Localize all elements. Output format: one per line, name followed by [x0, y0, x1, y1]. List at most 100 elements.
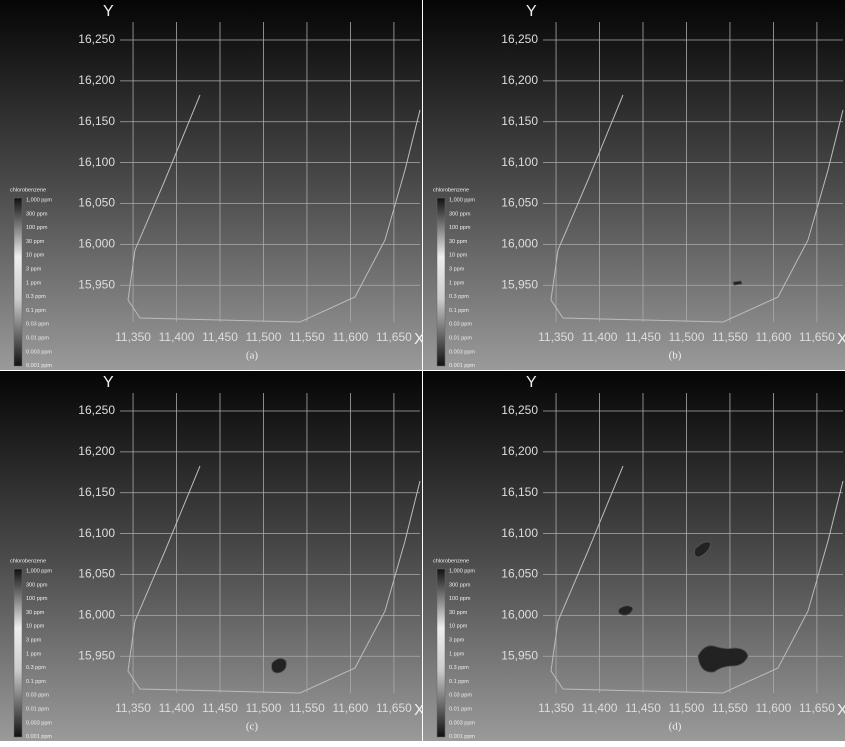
legend-label: 0.03 ppm [26, 322, 49, 328]
y-axis-label: Y [526, 374, 537, 391]
legend-label: 0.003 ppm [26, 349, 52, 355]
legend-label: 0.03 ppm [26, 693, 49, 699]
page: {"legend": {"title": "chlorobenzene", "l… [0, 0, 845, 742]
legend-label: 0.003 ppm [449, 720, 475, 726]
panel-background [423, 371, 845, 741]
legend-label: 10 ppm [449, 253, 468, 259]
y-axis-label: Y [103, 374, 114, 391]
y-tick-label: 16,000 [78, 237, 115, 251]
legend-label: 0.1 ppm [26, 679, 46, 685]
y-tick-label: 15,950 [78, 277, 115, 291]
legend-label: 1 ppm [26, 651, 42, 657]
legend-label: 3 ppm [449, 266, 465, 272]
x-tick-label: 11,400 [159, 701, 195, 715]
y-axis-label: Y [103, 3, 114, 20]
x-tick-label: 11,350 [538, 330, 574, 344]
x-axis-label: X [837, 331, 845, 348]
legend-label: 1,000 ppm [26, 568, 52, 574]
x-tick-label: 11,500 [246, 701, 282, 715]
legend-label: 1 ppm [26, 280, 42, 286]
y-tick-label: 16,100 [501, 526, 538, 540]
legend-label: 0.03 ppm [449, 693, 472, 699]
legend-label: 0.01 ppm [26, 706, 49, 712]
legend-label: 0.003 ppm [449, 349, 475, 355]
colorbar [437, 569, 445, 737]
legend-label: 0.001 ppm [449, 734, 475, 740]
legend-label: 0.3 ppm [449, 665, 469, 671]
panel-background [0, 0, 422, 370]
figure: 11,350 11,400 11,450 11,500 11,550 11,600 11,6… [0, 0, 845, 742]
x-tick-label: 11,650 [799, 701, 835, 715]
colorbar [14, 198, 22, 366]
y-tick-label: 16,100 [501, 155, 538, 169]
legend-label: 1 ppm [449, 651, 465, 657]
x-tick-label: 11,550 [712, 330, 748, 344]
legend-label: 100 ppm [449, 225, 471, 231]
y-tick-label: 16,250 [78, 32, 115, 46]
x-tick-label: 11,500 [246, 330, 282, 344]
x-tick-label: 11,400 [582, 330, 618, 344]
legend-label: 30 ppm [449, 239, 468, 245]
y-tick-label: 16,100 [78, 155, 115, 169]
legend-label: 0.3 ppm [26, 294, 46, 300]
x-tick-label: 11,350 [115, 330, 151, 344]
y-tick-label: 16,200 [501, 444, 538, 458]
legend-label: 0.3 ppm [26, 665, 46, 671]
legend-label: 30 ppm [26, 239, 45, 245]
legend-title: chlorobenzene [10, 187, 46, 193]
legend-label: 100 ppm [26, 225, 48, 231]
panel-background [0, 371, 422, 741]
y-tick-label: 16,250 [501, 403, 538, 417]
legend-label: 300 ppm [449, 211, 471, 217]
legend-label: 0.001 ppm [26, 363, 52, 369]
y-tick-label: 16,050 [501, 196, 538, 210]
legend-label: 0.03 ppm [449, 322, 472, 328]
y-tick-label: 15,950 [78, 648, 115, 662]
x-tick-label: 11,650 [376, 330, 412, 344]
legend-label: 10 ppm [449, 624, 468, 630]
y-tick-label: 15,950 [501, 277, 538, 291]
y-tick-label: 16,150 [78, 114, 115, 128]
y-tick-label: 15,950 [501, 648, 538, 662]
x-tick-label: 11,600 [756, 701, 792, 715]
x-tick-label: 11,350 [115, 701, 151, 715]
legend-label: 0.1 ppm [449, 308, 469, 314]
y-tick-label: 16,200 [78, 444, 115, 458]
y-tick-label: 16,050 [501, 567, 538, 581]
legend-label: 30 ppm [26, 610, 45, 616]
legend-label: 0.001 ppm [449, 363, 475, 369]
caption: (d) [669, 721, 682, 733]
x-tick-label: 11,450 [202, 330, 238, 344]
legend-label: 10 ppm [26, 624, 45, 630]
y-tick-label: 16,150 [501, 485, 538, 499]
legend-title: chlorobenzene [433, 558, 469, 564]
y-tick-label: 16,050 [78, 196, 115, 210]
x-tick-label: 11,600 [333, 701, 369, 715]
legend-label: 0.1 ppm [449, 679, 469, 685]
y-tick-label: 16,000 [501, 237, 538, 251]
x-tick-label: 11,450 [625, 701, 661, 715]
y-tick-label: 16,000 [78, 608, 115, 622]
y-tick-label: 16,150 [501, 114, 538, 128]
legend-label: 300 ppm [26, 211, 48, 217]
legend-label: 3 ppm [449, 637, 465, 643]
colorbar [437, 198, 445, 366]
legend-label: 0.01 ppm [26, 335, 49, 341]
x-tick-label: 11,650 [799, 330, 835, 344]
panel-background [423, 0, 845, 370]
legend-label: 10 ppm [26, 253, 45, 259]
legend-label: 300 ppm [26, 582, 48, 588]
caption: (a) [246, 350, 259, 362]
legend-label: 0.003 ppm [26, 720, 52, 726]
x-tick-label: 11,650 [376, 701, 412, 715]
legend-label: 30 ppm [449, 610, 468, 616]
x-tick-label: 11,400 [159, 330, 195, 344]
caption: (b) [669, 350, 682, 362]
legend-label: 1,000 ppm [449, 197, 475, 203]
legend-label: 1,000 ppm [26, 197, 52, 203]
x-tick-label: 11,600 [756, 330, 792, 344]
panel: 11,35011,40011,45011,50011,55011,60011,6… [423, 371, 845, 741]
